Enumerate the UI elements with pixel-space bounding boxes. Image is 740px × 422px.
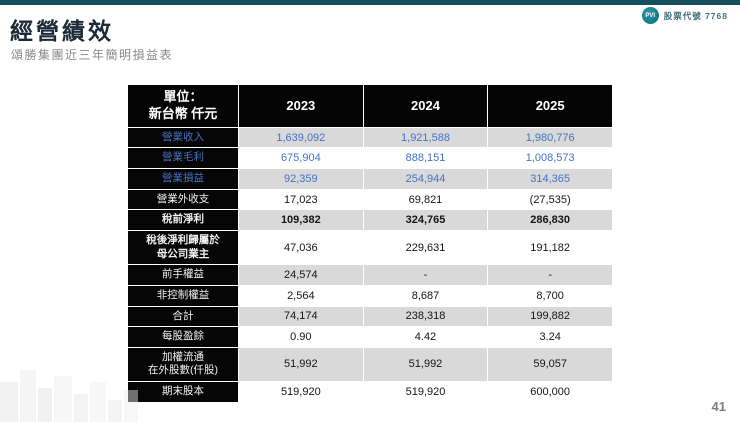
table-cell: 17,023 [239,189,363,210]
table-cell: 1,639,092 [239,127,363,148]
pvi-logo-icon: PVI [641,7,659,24]
table-cell: 238,318 [363,306,488,327]
table-row-pretax-income: 稅前淨利 109,382 324,765 286,830 [128,210,612,230]
year-header-2025: 2025 [488,85,612,127]
table-cell: 519,920 [363,382,488,402]
table-cell: 1,980,776 [488,127,612,148]
row-label: 非控制權益 [128,285,238,306]
table-cell: 92,359 [239,169,363,189]
table-header-row: 單位： 新台幣 仟元 2023 2024 2025 [128,85,612,127]
company-brand: PVI 股票代號 7768 [641,7,728,24]
table-cell: 24,574 [239,265,363,285]
table-row-eps: 每股盈餘 0.90 4.42 3.24 [128,327,612,347]
table-row-operating-income: 營業損益 92,359 254,944 314,365 [128,169,612,189]
table-row-revenue: 營業收入 1,639,092 1,921,588 1,980,776 [128,127,612,148]
row-label: 每股盈餘 [128,327,238,347]
row-label: 稅後淨利歸屬於 母公司業主 [128,230,238,265]
table-row-predecessor-equity: 前手權益 24,574 - - [128,265,612,285]
row-label: 營業損益 [128,169,238,189]
table-cell: 1,921,588 [363,127,488,148]
table-cell: 675,904 [239,148,363,169]
row-label: 合計 [128,306,238,327]
top-accent-bar [0,0,740,5]
row-label: 前手權益 [128,265,238,285]
table-cell: 191,182 [488,230,612,265]
row-label: 營業外收支 [128,189,238,210]
row-label: 稅前淨利 [128,210,238,230]
table-row-net-income-parent: 稅後淨利歸屬於 母公司業主 47,036 229,631 191,182 [128,230,612,265]
table-cell: 888,151 [363,148,488,169]
table-row-ending-capital: 期末股本 519,920 519,920 600,000 [128,382,612,402]
table-cell: 324,765 [363,210,488,230]
table-cell: 47,036 [239,230,363,265]
table-row-total: 合計 74,174 238,318 199,882 [128,306,612,327]
table-cell: 229,631 [363,230,488,265]
table-cell: - [488,265,612,285]
table-cell: 286,830 [488,210,612,230]
skyline-watermark-image [0,370,138,422]
table-cell: - [363,265,488,285]
table-cell: 109,382 [239,210,363,230]
stock-code-label: 股票代號 7768 [663,10,728,21]
table-cell: 1,008,573 [488,148,612,169]
table-cell: 254,944 [363,169,488,189]
table-cell: (27,535) [488,189,612,210]
row-label: 營業毛利 [128,148,238,169]
unit-header-cell: 單位： 新台幣 仟元 [128,85,238,127]
page-number: 41 [711,399,726,414]
table-cell: 8,700 [488,285,612,306]
income-statement-table-wrap: 單位： 新台幣 仟元 2023 2024 2025 營業收入 1,639,092… [127,84,613,403]
table-cell: 0.90 [239,327,363,347]
page-title: 經營績效 [10,18,114,44]
table-cell: 519,920 [239,382,363,402]
table-cell: 69,821 [363,189,488,210]
table-cell: 4.42 [363,327,488,347]
table-cell: 199,882 [488,306,612,327]
table-cell: 51,992 [363,347,488,382]
table-cell: 2,564 [239,285,363,306]
table-row-gross-profit: 營業毛利 675,904 888,151 1,008,573 [128,148,612,169]
table-cell: 600,000 [488,382,612,402]
table-cell: 8,687 [363,285,488,306]
table-row-noncontrolling-interest: 非控制權益 2,564 8,687 8,700 [128,285,612,306]
table-cell: 59,057 [488,347,612,382]
table-cell: 51,992 [239,347,363,382]
row-label: 期末股本 [128,382,238,402]
table-row-weighted-shares: 加權流通 在外股數(仟股) 51,992 51,992 59,057 [128,347,612,382]
row-label: 加權流通 在外股數(仟股) [128,347,238,382]
year-header-2024: 2024 [363,85,488,127]
table-cell: 74,174 [239,306,363,327]
table-cell: 314,365 [488,169,612,189]
table-cell: 3.24 [488,327,612,347]
table-row-non-operating: 營業外收支 17,023 69,821 (27,535) [128,189,612,210]
year-header-2023: 2023 [239,85,363,127]
slide-subtitle: 頌勝集團近三年簡明損益表 [11,48,174,62]
income-statement-table: 單位： 新台幣 仟元 2023 2024 2025 營業收入 1,639,092… [127,84,613,403]
row-label: 營業收入 [128,127,238,148]
